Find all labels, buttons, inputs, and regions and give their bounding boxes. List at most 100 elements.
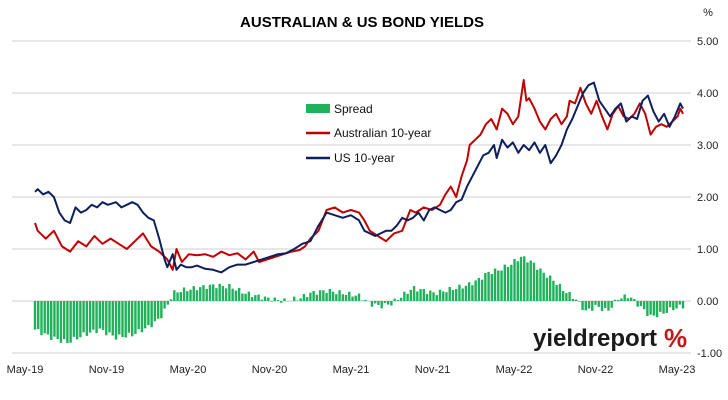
spread-column bbox=[212, 284, 215, 301]
spread-column bbox=[568, 292, 571, 301]
x-tick-label: Nov-22 bbox=[578, 364, 613, 376]
spread-column bbox=[195, 290, 199, 301]
spread-column bbox=[626, 298, 630, 301]
spread-column bbox=[98, 301, 101, 329]
spread-column bbox=[234, 290, 238, 301]
spread-column bbox=[607, 301, 610, 311]
spread-column bbox=[267, 297, 270, 301]
spread-column bbox=[257, 294, 260, 301]
spread-column bbox=[53, 301, 56, 337]
spread-column bbox=[318, 290, 322, 301]
spread-column bbox=[273, 297, 276, 301]
spread-column bbox=[302, 294, 306, 301]
spread-column bbox=[335, 294, 338, 301]
spread-column bbox=[555, 285, 558, 301]
spread-column bbox=[299, 298, 302, 301]
spread-column bbox=[215, 288, 218, 301]
spread-column bbox=[451, 290, 455, 301]
spread-column bbox=[79, 301, 82, 338]
spread-column bbox=[221, 285, 225, 301]
spread-column bbox=[140, 301, 144, 333]
y-tick-label: 3.00 bbox=[697, 140, 718, 152]
spread-column bbox=[461, 288, 464, 301]
spread-column bbox=[270, 301, 273, 302]
spread-column bbox=[435, 295, 438, 301]
spread-column bbox=[526, 262, 529, 301]
brand-wordmark: yieldreport bbox=[533, 325, 657, 352]
spread-column bbox=[283, 298, 286, 301]
spread-column bbox=[471, 285, 474, 301]
spread-column bbox=[623, 294, 626, 301]
spread-column bbox=[425, 293, 429, 301]
spread-column bbox=[46, 301, 50, 335]
spread-column bbox=[237, 287, 241, 301]
spread-column bbox=[678, 301, 681, 305]
spread-column bbox=[633, 299, 636, 301]
spread-column bbox=[529, 260, 532, 301]
spread-column bbox=[33, 301, 37, 330]
spread-column bbox=[584, 301, 587, 311]
spread-column bbox=[649, 301, 652, 315]
spread-column bbox=[370, 301, 374, 307]
spread-column bbox=[247, 291, 251, 301]
spread-column bbox=[652, 301, 656, 316]
brand-percent-icon: % bbox=[664, 323, 687, 353]
x-tick-label: Nov-21 bbox=[415, 364, 450, 376]
y-tick-label: 2.00 bbox=[697, 192, 718, 204]
spread-column bbox=[574, 299, 578, 301]
spread-column bbox=[374, 301, 377, 304]
brand-logo: yieldreport % bbox=[533, 323, 687, 353]
legend: Spread Australian 10-year US 10-year bbox=[306, 102, 431, 165]
spread-column bbox=[464, 285, 468, 301]
spread-column bbox=[121, 301, 124, 338]
spread-column bbox=[179, 292, 182, 301]
spread-column bbox=[176, 292, 179, 301]
legend-label-aus: Australian 10-year bbox=[334, 126, 431, 140]
us-10-year-line bbox=[34, 81, 684, 274]
spread-column bbox=[399, 297, 403, 301]
spread-column bbox=[474, 280, 477, 301]
chart-title: AUSTRALIAN & US BOND YIELDS bbox=[240, 14, 484, 31]
spread-column bbox=[419, 289, 422, 301]
spread-column bbox=[338, 290, 341, 301]
x-tick-label: May-21 bbox=[333, 364, 370, 376]
spread-column bbox=[69, 301, 72, 343]
spread-column bbox=[169, 299, 173, 301]
spread-column bbox=[523, 256, 526, 301]
spread-column bbox=[422, 289, 425, 301]
spread-column bbox=[558, 283, 562, 301]
spread-column bbox=[66, 301, 69, 344]
spread-column bbox=[591, 301, 594, 311]
spread-column bbox=[659, 301, 662, 312]
spread-column bbox=[153, 301, 157, 322]
spread-column bbox=[416, 291, 419, 301]
y-tick-label: 5.00 bbox=[697, 36, 718, 48]
spread-column bbox=[487, 271, 490, 301]
spread-column bbox=[516, 261, 519, 301]
spread-column bbox=[72, 301, 76, 337]
spread-column bbox=[137, 301, 140, 330]
spread-column bbox=[620, 298, 623, 301]
spread-column bbox=[639, 301, 643, 307]
spread-column bbox=[351, 296, 354, 301]
spread-column bbox=[432, 292, 435, 301]
spread-column bbox=[182, 287, 186, 301]
spread-column bbox=[43, 301, 46, 334]
spread-column bbox=[545, 277, 549, 301]
spread-column bbox=[409, 289, 413, 301]
spread-column bbox=[636, 301, 639, 307]
spread-column bbox=[276, 300, 280, 301]
spread-column bbox=[254, 295, 257, 301]
spread-column bbox=[131, 301, 134, 337]
spread-column bbox=[536, 269, 539, 301]
spread-column bbox=[150, 301, 153, 328]
spread-column bbox=[280, 301, 283, 303]
spread-column bbox=[642, 301, 646, 310]
x-tick-label: May-22 bbox=[496, 364, 533, 376]
spread-column bbox=[82, 301, 85, 333]
spread-column bbox=[199, 287, 202, 301]
spread-column bbox=[581, 301, 584, 311]
spread-column bbox=[552, 280, 555, 301]
spread-column bbox=[40, 301, 43, 336]
